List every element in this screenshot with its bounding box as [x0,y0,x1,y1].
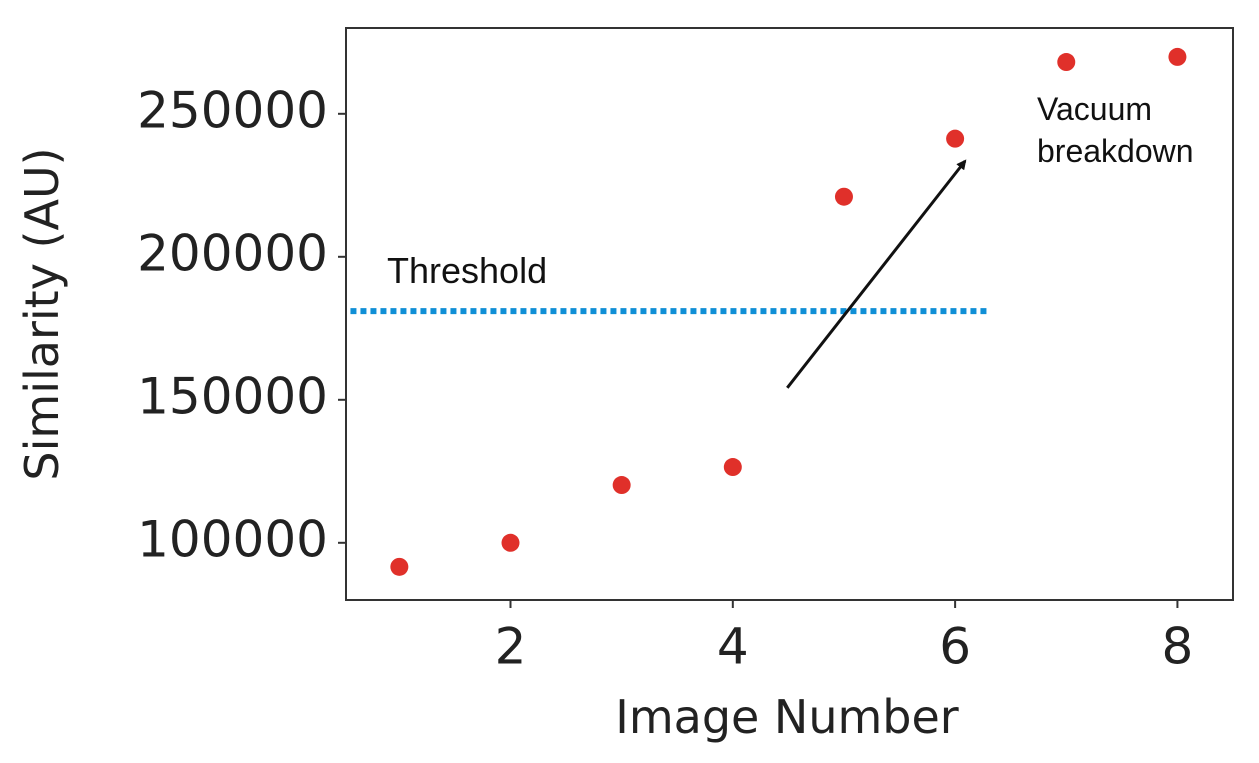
x-tick-label: 2 [495,618,527,676]
x-tick-label: 6 [939,618,971,676]
y-tick-label: 100000 [137,510,328,568]
y-tick-label: 250000 [137,81,328,139]
x-tick-label: 8 [1162,618,1194,676]
y-tick-label: 200000 [137,224,328,282]
annotation-text: Vacuum [1037,91,1152,127]
annotation-text: breakdown [1037,133,1194,169]
x-axis-label: Image Number [615,690,959,744]
y-axis-label: Similarity (AU) [15,147,69,480]
y-tick-label: 150000 [137,367,328,425]
point [390,557,409,576]
point [612,476,631,495]
point [946,129,965,148]
point [1168,47,1187,66]
plot-frame [345,27,1234,601]
threshold-label: Threshold [387,250,547,291]
point [723,458,742,477]
point [1057,53,1076,72]
x-tick-label: 4 [717,618,749,676]
point [501,533,520,552]
point [834,187,853,206]
annotation-arrow [786,159,967,389]
